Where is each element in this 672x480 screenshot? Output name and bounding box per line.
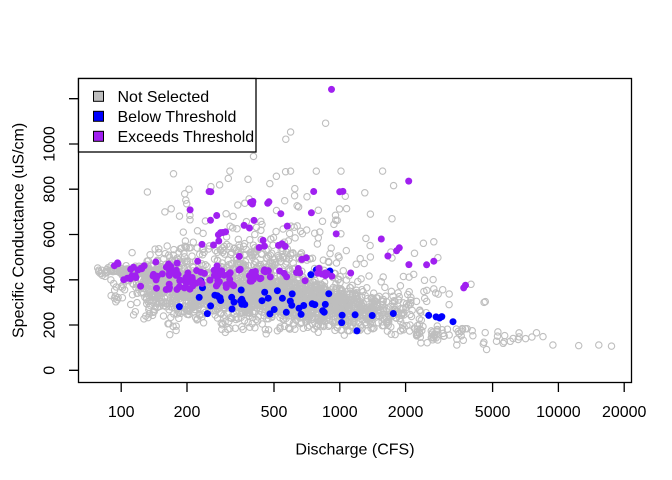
svg-text:5000: 5000 — [475, 404, 511, 421]
svg-text:0: 0 — [42, 366, 59, 375]
svg-text:200: 200 — [42, 312, 59, 339]
svg-text:Not Selected: Not Selected — [118, 89, 210, 106]
svg-text:400: 400 — [42, 266, 59, 293]
svg-text:2000: 2000 — [388, 404, 424, 421]
svg-text:20000: 20000 — [602, 404, 647, 421]
svg-text:1000: 1000 — [322, 404, 358, 421]
svg-text:Specific Conductance (uS/cm): Specific Conductance (uS/cm) — [11, 123, 28, 338]
svg-text:100: 100 — [108, 404, 135, 421]
svg-text:10000: 10000 — [536, 404, 581, 421]
svg-text:1000: 1000 — [42, 126, 59, 162]
svg-text:200: 200 — [174, 404, 201, 421]
svg-text:Below Threshold: Below Threshold — [118, 109, 237, 126]
svg-text:Discharge (CFS): Discharge (CFS) — [295, 442, 414, 459]
svg-text:500: 500 — [261, 404, 288, 421]
svg-text:600: 600 — [42, 221, 59, 248]
svg-text:Exceeds Threshold: Exceeds Threshold — [118, 129, 255, 146]
svg-text:800: 800 — [42, 176, 59, 203]
